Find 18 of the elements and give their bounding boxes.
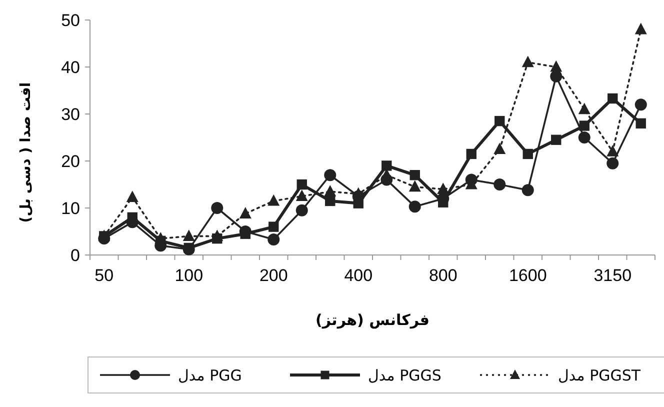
x-tick-label: 400 <box>344 266 373 285</box>
x-tick-label: 50 <box>94 266 114 285</box>
y-axis-title: افت صدا ( دسی بل) <box>18 82 34 223</box>
y-tick-label: 30 <box>61 104 80 124</box>
legend-label: مدل PGGS <box>368 366 442 384</box>
x-tick-label: 100 <box>174 266 204 285</box>
x-tick-label: 800 <box>428 266 458 285</box>
legend-label: مدل PGG <box>178 366 242 384</box>
y-tick-label: 0 <box>70 246 80 265</box>
y-tick-label: 20 <box>61 152 80 171</box>
y-tick-label: 50 <box>61 10 80 30</box>
x-tick-label: 1600 <box>508 266 547 285</box>
x-tick-label: 3150 <box>594 266 632 285</box>
y-tick-label: 10 <box>61 198 80 218</box>
y-tick-label: 40 <box>61 58 80 77</box>
x-tick-label: 200 <box>259 266 288 285</box>
x-axis-title: فرکانس (هرتز) <box>316 311 430 329</box>
legend-label: مدل PGGST <box>558 366 642 384</box>
